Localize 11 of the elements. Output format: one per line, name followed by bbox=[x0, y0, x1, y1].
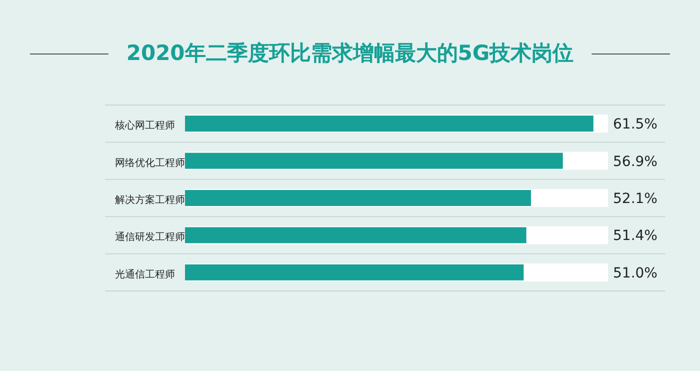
y-tick-label: 通信研发工程师 bbox=[115, 231, 185, 244]
chart-title: 2020年二季度环比需求增幅最大的5G技术岗位 bbox=[126, 41, 574, 65]
y-tick-label: 光通信工程师 bbox=[115, 268, 175, 280]
y-tick-label: 网络优化工程师 bbox=[115, 156, 185, 169]
data-label: 61.5% bbox=[613, 116, 658, 133]
data-label: 51.4% bbox=[613, 228, 658, 244]
data-label: 56.9% bbox=[613, 154, 658, 170]
data-label: 52.1% bbox=[613, 191, 658, 207]
y-tick-label: 核心网工程师 bbox=[114, 120, 175, 132]
data-label: 51.0% bbox=[613, 265, 658, 282]
y-tick-label: 解决方案工程师 bbox=[115, 194, 185, 206]
